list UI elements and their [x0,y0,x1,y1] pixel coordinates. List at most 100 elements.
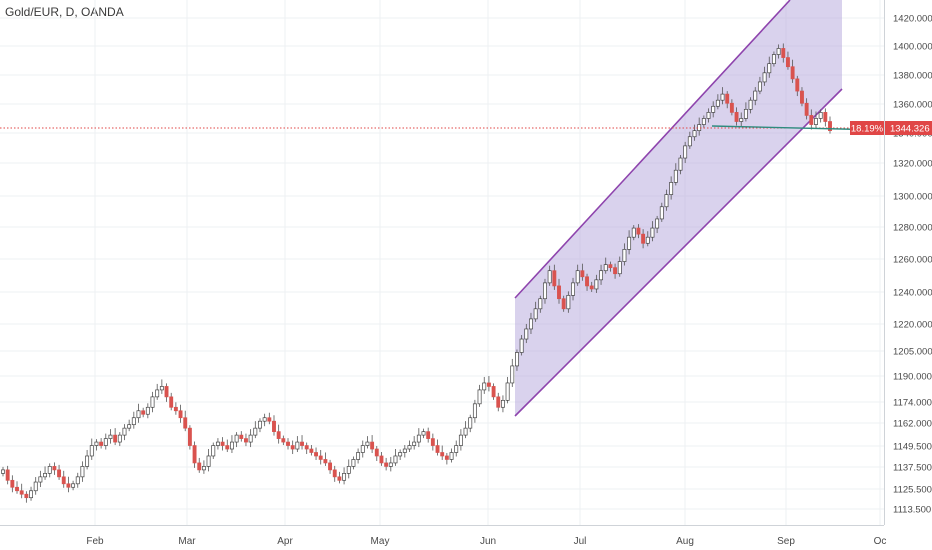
candle-body [342,473,347,481]
candle-body [155,389,160,398]
candle-body [505,382,510,401]
time-axis[interactable]: Feb Mar Apr May Jun Jul Aug Sep Oc [0,525,886,548]
candle-body [374,448,379,457]
candle-body [183,417,188,429]
candle-body [99,441,104,446]
candle-body [94,441,99,446]
candle-body [790,66,795,80]
candle-body [477,389,482,405]
candle-body [57,469,62,478]
candle-body [365,441,370,446]
candle-body [262,417,267,422]
candle-body [141,410,146,415]
candle-body [33,481,38,492]
candle-body [515,352,519,367]
candle-body [85,455,90,467]
candle-body [795,78,800,92]
candle-body [290,445,295,450]
candle-body [15,486,19,492]
candle-body [1,469,5,474]
candle-body [150,396,155,408]
candle-body [309,448,314,453]
candle-body [113,434,118,443]
candle-body [430,438,435,446]
candle-body [753,90,758,101]
candle-body [66,483,71,488]
candle-body [318,455,323,460]
candle-body [253,427,258,436]
candle-body [234,434,239,443]
candle-body [645,236,650,244]
candle-body [145,406,150,415]
candle-body [500,399,505,408]
candle-body [650,227,655,238]
candle-body [669,182,674,195]
time-tick-label: Sep [777,536,795,547]
change-label-box [850,121,884,135]
price-tick-label: 1190.000 [893,372,932,383]
candle-body [557,285,561,300]
candle-body [533,308,538,320]
candle-body [659,206,664,220]
candle-body [725,93,730,104]
price-channel[interactable] [514,0,843,417]
candle-body [5,469,10,481]
price-tick-label: 1162.000 [893,419,932,430]
time-tick-label: Apr [277,536,293,547]
candle-body [575,270,580,284]
candle-body [370,441,375,450]
candle-body [449,452,454,460]
candle-body [239,434,244,439]
candle-body [496,396,501,408]
price-tick-label: 1280.000 [893,223,932,234]
candle-body [468,417,473,429]
candle-body [360,445,365,453]
candle-body [328,462,333,471]
candle-body [711,105,716,113]
time-tick-label: Aug [676,536,694,547]
candle-body [323,459,328,464]
candle-body [215,441,220,446]
candle-body [295,441,300,450]
candle-body [706,112,711,119]
candle-body [19,490,24,495]
price-tick-label: 1113.500 [893,505,931,516]
candle-body [393,455,398,464]
candle-body [739,118,744,122]
candle-body [440,452,445,457]
candle-body [547,270,552,284]
candle-body [314,452,318,457]
candle-body [272,420,276,432]
candle-body [720,93,725,101]
candle-body [10,479,15,488]
chart-title: Gold/EUR, D, OANDA [5,5,124,19]
candle-body [655,218,660,229]
candle-body [599,270,604,281]
candle-body [622,249,627,262]
candle-body [580,270,585,278]
candle-body [692,130,697,138]
candle-body [673,169,678,183]
candle-body [585,276,589,287]
candle-body [286,441,290,446]
candle-body [178,410,183,419]
time-tick-label: Mar [178,536,196,547]
candle-body [463,427,468,436]
candle-body [248,434,253,443]
price-tick-label: 1420.000 [893,14,932,25]
candle-body [384,462,389,467]
candle-body [729,102,734,113]
candle-body [211,445,216,457]
candle-body [38,476,43,483]
candle-body [71,483,76,488]
price-axis[interactable]: 1420.0001400.0001380.0001360.0001340.000… [850,0,932,525]
candle-body [762,72,767,83]
price-tick-label: 1205.000 [893,347,932,358]
price-tick-label: 1300.000 [893,192,932,203]
candle-body [818,112,823,119]
candle-body [103,438,108,446]
candle-body [617,261,622,275]
candle-body [206,455,211,467]
price-tick-label: 1174.000 [893,398,932,409]
